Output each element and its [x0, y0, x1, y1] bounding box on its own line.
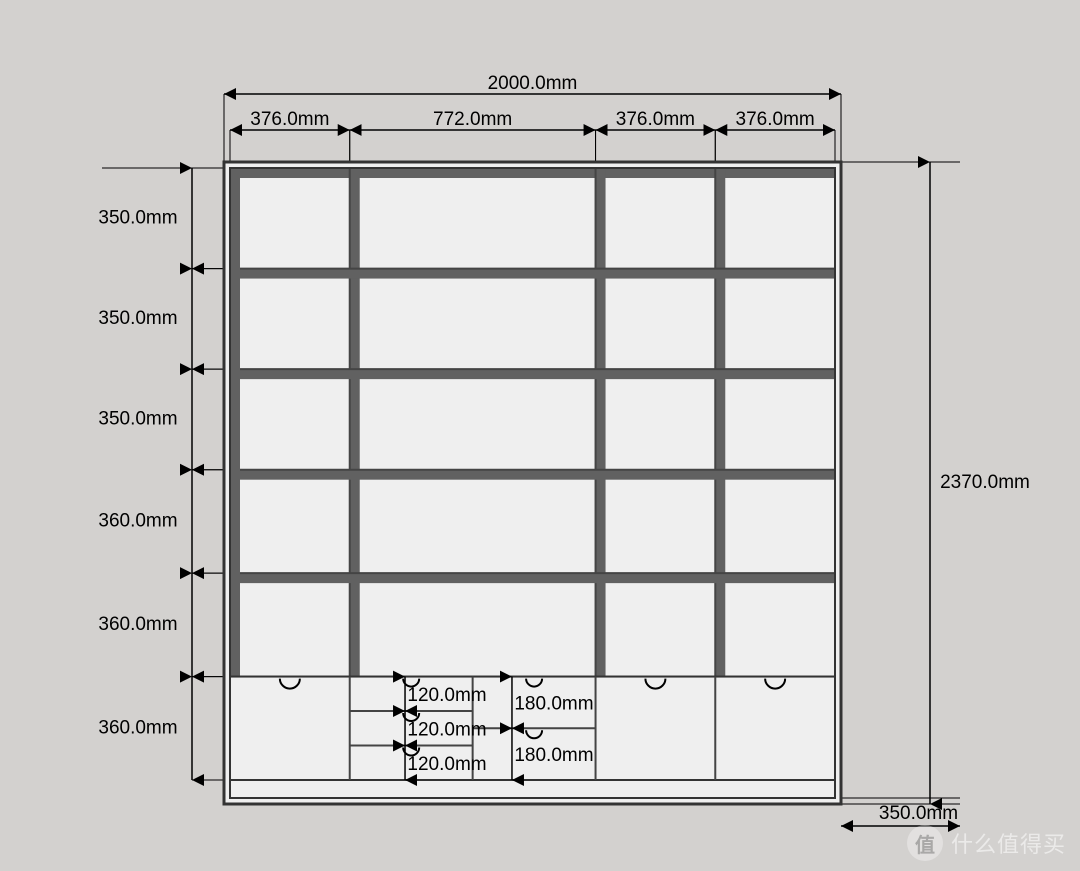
dim-left-group: 350.0mm 350.0mm 350.0mm 360.0mm 360.0mm 360.0… — [98, 168, 224, 780]
dim-right-group: 2370.0mm 350.0mm — [841, 162, 1030, 826]
watermark-text: 什么值得买 — [951, 827, 1066, 859]
svg-text:180.0mm: 180.0mm — [514, 745, 593, 766]
technical-drawing: 2000.0mm 376.0mm 772.0mm 376.0mm 376.0mm 350… — [0, 0, 1080, 871]
svg-text:772.0mm: 772.0mm — [433, 109, 512, 130]
watermark: 值 什么值得买 — [907, 825, 1066, 861]
dim-top-group: 2000.0mm 376.0mm 772.0mm 376.0mm 376.0mm — [224, 73, 841, 162]
svg-text:350.0mm: 350.0mm — [879, 803, 958, 824]
svg-text:350.0mm: 350.0mm — [98, 408, 177, 429]
svg-text:360.0mm: 360.0mm — [98, 717, 177, 738]
svg-text:2370.0mm: 2370.0mm — [940, 472, 1030, 493]
watermark-badge: 值 — [907, 825, 943, 861]
svg-text:360.0mm: 360.0mm — [98, 614, 177, 635]
svg-text:120.0mm: 120.0mm — [407, 754, 486, 775]
svg-text:360.0mm: 360.0mm — [98, 510, 177, 531]
svg-text:350.0mm: 350.0mm — [98, 207, 177, 228]
svg-text:180.0mm: 180.0mm — [514, 693, 593, 714]
svg-text:376.0mm: 376.0mm — [736, 109, 815, 130]
svg-text:376.0mm: 376.0mm — [616, 109, 695, 130]
svg-text:120.0mm: 120.0mm — [407, 685, 486, 706]
svg-text:120.0mm: 120.0mm — [407, 719, 486, 740]
svg-text:350.0mm: 350.0mm — [98, 308, 177, 329]
svg-text:2000.0mm: 2000.0mm — [488, 73, 578, 94]
svg-text:376.0mm: 376.0mm — [250, 109, 329, 130]
